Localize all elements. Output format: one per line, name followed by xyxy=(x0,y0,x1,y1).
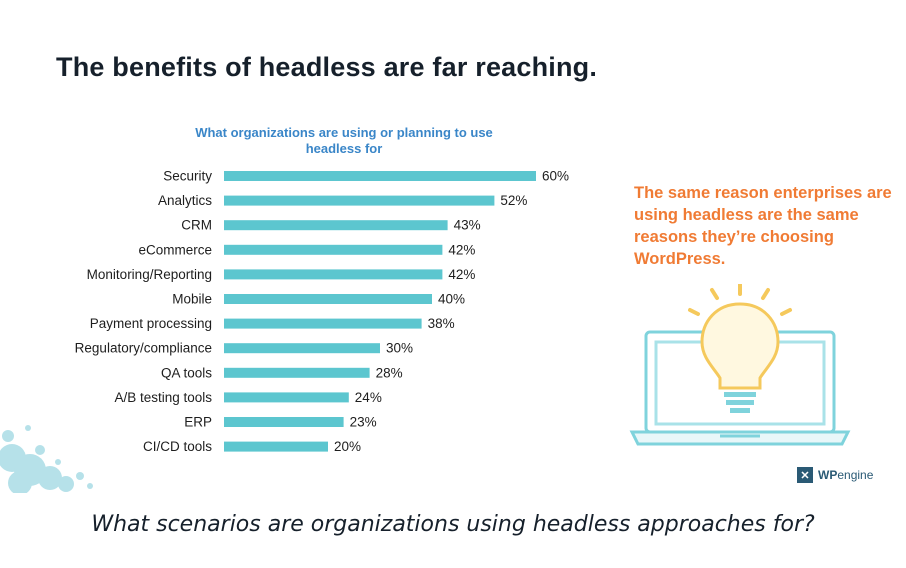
category-label: CI/CD tools xyxy=(143,439,212,454)
lightbulb-laptop-illustration xyxy=(629,284,851,446)
wpengine-logo-icon: ✕ xyxy=(797,467,813,483)
category-label: QA tools xyxy=(161,365,212,380)
value-label: 42% xyxy=(448,267,475,282)
wpengine-logo: ✕ WPengine xyxy=(797,467,873,483)
laptop-icon xyxy=(629,330,851,446)
value-label: 28% xyxy=(376,365,403,380)
bar xyxy=(224,441,328,452)
bar xyxy=(224,294,432,304)
value-label: 52% xyxy=(500,193,527,208)
bar xyxy=(224,318,422,329)
paint-splash-icon xyxy=(0,425,93,493)
bar xyxy=(224,417,344,427)
category-label: Payment processing xyxy=(90,316,212,331)
category-label: Mobile xyxy=(172,292,212,307)
category-label: Security xyxy=(163,169,212,184)
value-label: 42% xyxy=(448,242,475,257)
bar xyxy=(224,171,536,181)
slide: The benefits of headless are far reachin… xyxy=(24,22,892,492)
bar xyxy=(224,392,349,403)
bar xyxy=(224,244,443,255)
value-label: 60% xyxy=(542,169,569,184)
value-label: 40% xyxy=(438,292,465,307)
value-label: 24% xyxy=(355,390,382,405)
callout-text: The same reason enterprises are using he… xyxy=(634,184,892,268)
value-label: 43% xyxy=(454,218,481,233)
category-label: Regulatory/compliance xyxy=(75,341,212,356)
logo-word-bold: WP xyxy=(818,468,838,482)
slide-title: The benefits of headless are far reachin… xyxy=(56,52,598,82)
category-label: A/B testing tools xyxy=(114,390,212,405)
value-label: 20% xyxy=(334,439,361,454)
bar xyxy=(224,367,370,378)
logo-word: engine xyxy=(837,468,874,482)
bar xyxy=(224,220,448,231)
value-label: 23% xyxy=(350,415,377,430)
caption: What scenarios are organizations using h… xyxy=(91,512,815,537)
category-label: Monitoring/Reporting xyxy=(87,267,212,282)
bar xyxy=(224,269,443,280)
value-label: 30% xyxy=(386,341,413,356)
logo-text: WPengine xyxy=(818,468,873,482)
category-label: eCommerce xyxy=(138,242,212,257)
chart-title: What organizations are using or planning… xyxy=(195,125,493,156)
lightbulb-icon xyxy=(688,284,792,413)
category-label: CRM xyxy=(181,218,212,233)
category-label: ERP xyxy=(184,415,212,430)
category-label: Analytics xyxy=(158,193,212,208)
bar-chart: Security 60% Analytics 52% CRM 43% eCommerce 42… xyxy=(75,169,569,455)
bar xyxy=(224,195,495,206)
value-label: 38% xyxy=(428,316,455,331)
bar xyxy=(224,343,380,354)
